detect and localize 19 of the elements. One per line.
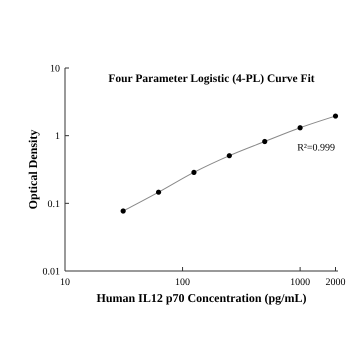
- x-tick-label: 1000: [290, 277, 310, 288]
- y-tick-label: 1: [55, 131, 60, 142]
- x-tick-label: 2000: [326, 277, 346, 288]
- point: [262, 138, 268, 144]
- y-tick-label: 0.1: [48, 198, 60, 210]
- y-tick-label: 0.01: [42, 266, 60, 278]
- x-tick-label: 100: [175, 277, 190, 288]
- point: [120, 208, 126, 214]
- point: [156, 190, 162, 195]
- x-tick-label: 10: [60, 277, 70, 288]
- point: [332, 113, 338, 119]
- point: [191, 170, 197, 175]
- y-axis-title: Optical Density: [26, 130, 40, 210]
- point: [226, 153, 232, 158]
- x-axis-title: Human IL12 p70 Concentration (pg/mL): [96, 291, 307, 305]
- y-tick-label: 10: [50, 64, 60, 74]
- annotation: R²=0.999: [297, 142, 335, 154]
- chart-title: Four Parameter Logistic (4-PL) Curve Fit: [108, 73, 315, 85]
- point: [298, 125, 303, 130]
